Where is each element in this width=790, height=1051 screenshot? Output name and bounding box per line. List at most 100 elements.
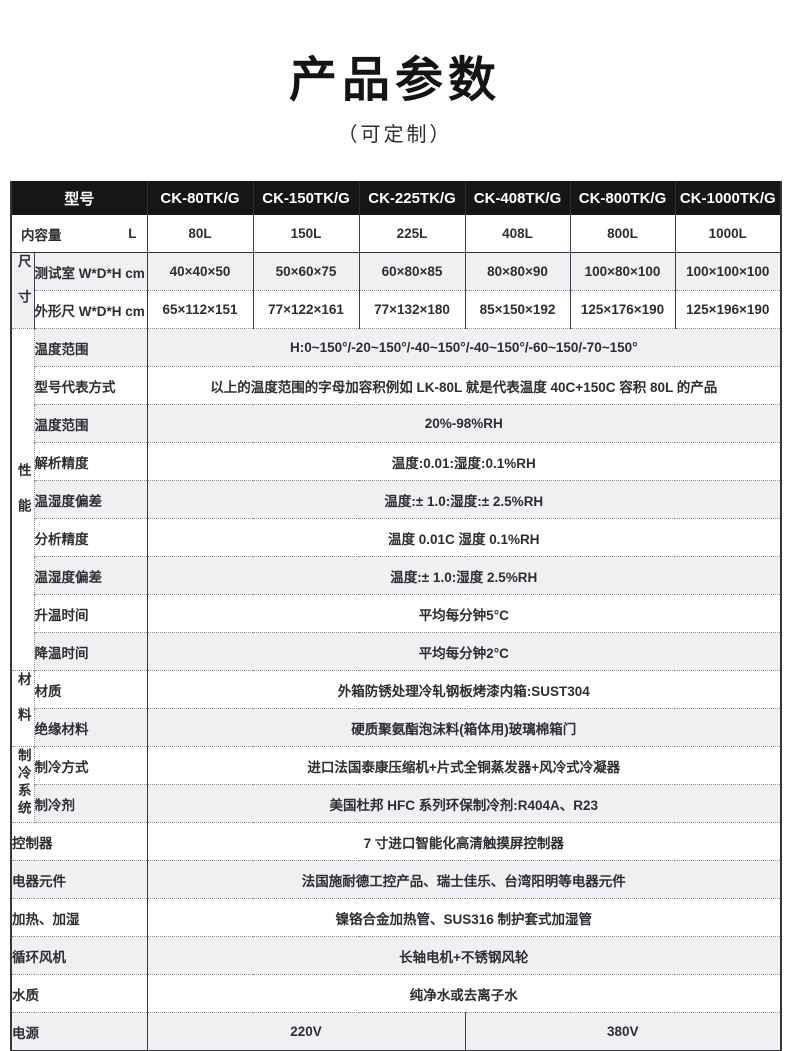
performance-row: 温湿度偏差 温度:± 1.0:湿度 2.5%RH xyxy=(11,556,782,595)
row-value: 7 寸进口智能化高清触摸屏控制器 xyxy=(146,822,782,861)
row-value: 硬质聚氨酯泡沫料(箱体用)玻璃棉箱门 xyxy=(146,708,782,747)
row-value: 温度 0.01C 湿度 0.1%RH xyxy=(146,518,782,557)
fan-row: 循环风机 长轴电机+不锈钢风轮 xyxy=(11,936,782,975)
row-label: 循环风机 xyxy=(11,936,148,975)
row-label: 温度范围 xyxy=(33,404,148,443)
row-label: 制冷剂 xyxy=(33,784,148,823)
row-label: 电器元件 xyxy=(11,860,148,899)
row-value: 温度:± 1.0:湿度 2.5%RH xyxy=(146,556,782,595)
performance-row: 性能 温度范围 H:0~150°/-20~150°/-40~150°/-40~1… xyxy=(11,328,782,671)
performance-row: 升温时间 平均每分钟5°C xyxy=(11,594,782,633)
performance-row: 降温时间 平均每分钟2°C xyxy=(11,632,782,671)
capacity-label: 内容量 xyxy=(21,227,62,243)
row-value: H:0~150°/-20~150°/-40~150°/-40~150°/-60~… xyxy=(146,328,782,367)
row-label: 型号代表方式 xyxy=(33,366,148,405)
capacity-value: 150L xyxy=(252,215,360,253)
group-label-performance: 性能 xyxy=(11,328,34,671)
dimension-value: 60×80×85 xyxy=(358,252,466,291)
row-value: 温度:± 1.0:湿度:± 2.5%RH xyxy=(146,480,782,519)
group-label-cooling: 制冷系统 xyxy=(11,746,34,823)
group-label-materials: 材料 xyxy=(11,670,34,747)
model-header: CK-225TK/G xyxy=(358,181,466,215)
performance-row: 型号代表方式 以上的温度范围的字母加容积例如 LK-80L 就是代表温度 40C… xyxy=(11,366,782,405)
row-label: 材质 xyxy=(33,670,148,709)
cooling-row: 制冷系统 制冷方式 进口法国泰康压缩机+片式全铜蒸发器+风冷式冷凝器 xyxy=(11,746,782,823)
row-value: 平均每分钟5°C xyxy=(146,594,782,633)
dimension-value: 77×132×180 xyxy=(358,290,466,329)
row-value: 长轴电机+不锈钢风轮 xyxy=(146,936,782,975)
dimension-value: 125×176×190 xyxy=(569,290,676,329)
power-row: 电源 220V 380V xyxy=(11,1012,782,1051)
dimension-value: 100×100×100 xyxy=(674,252,782,291)
row-value: 平均每分钟2°C xyxy=(146,632,782,671)
row-value: 进口法国泰康压缩机+片式全铜蒸发器+风冷式冷凝器 xyxy=(146,746,782,785)
row-value: 纯净水或去离子水 xyxy=(146,974,782,1013)
row-value: 20%-98%RH xyxy=(146,404,782,443)
row-label: 分析精度 xyxy=(33,518,148,557)
group-label-dimensions: 尺寸 xyxy=(11,252,34,329)
model-header: CK-408TK/G xyxy=(464,181,571,215)
row-label: 温湿度偏差 xyxy=(33,556,148,595)
dimensions-row: 尺寸 测试室 W*D*H cm 40×40×50 50×60×75 60×80×… xyxy=(11,252,782,329)
dimension-value: 125×196×190 xyxy=(674,290,782,329)
dimension-value: 65×112×151 xyxy=(146,290,254,329)
row-label: 升温时间 xyxy=(33,594,148,633)
page-title: 产品参数 xyxy=(288,54,501,107)
row-value: 温度:0.01:湿度:0.1%RH xyxy=(146,442,782,481)
performance-row: 解析精度 温度:0.01:湿度:0.1%RH xyxy=(11,442,782,481)
row-value: 以上的温度范围的字母加容积例如 LK-80L 就是代表温度 40C+150C 容… xyxy=(146,366,782,405)
heating-row: 加热、加湿 镍铬合金加热管、SUS316 制护套式加湿管 xyxy=(11,898,782,937)
dimension-value: 85×150×192 xyxy=(464,290,571,329)
row-label: 测试室 W*D*H cm xyxy=(33,252,148,291)
capacity-value: 800L xyxy=(569,215,676,253)
row-value: 外箱防锈处理冷轧钢板烤漆内箱:SUST304 xyxy=(146,670,782,709)
row-label: 控制器 xyxy=(11,822,148,861)
controller-row: 控制器 7 寸进口智能化高清触摸屏控制器 xyxy=(11,822,782,861)
row-label: 温度范围 xyxy=(33,328,148,367)
power-value: 220V xyxy=(146,1012,466,1051)
capacity-value: 80L xyxy=(146,215,254,253)
dimension-value: 40×40×50 xyxy=(146,252,254,291)
performance-row: 温湿度偏差 温度:± 1.0:湿度:± 2.5%RH xyxy=(11,480,782,519)
table-header-row: 型号 CK-80TK/G CK-150TK/G CK-225TK/G CK-40… xyxy=(11,181,782,215)
performance-row: 分析精度 温度 0.01C 湿度 0.1%RH xyxy=(11,518,782,557)
power-value: 380V xyxy=(464,1012,782,1051)
cooling-row: 制冷剂 美国杜邦 HFC 系列环保制冷剂:R404A、R23 xyxy=(11,784,782,823)
page-subtitle: （可定制） xyxy=(337,124,453,146)
row-value: 美国杜邦 HFC 系列环保制冷剂:R404A、R23 xyxy=(146,784,782,823)
capacity-unit: L xyxy=(128,226,137,241)
row-value: 镍铬合金加热管、SUS316 制护套式加湿管 xyxy=(146,898,782,937)
row-label: 绝缘材料 xyxy=(33,708,148,747)
materials-row: 材料 材质 外箱防锈处理冷轧钢板烤漆内箱:SUST304 xyxy=(11,670,782,747)
materials-row: 绝缘材料 硬质聚氨酯泡沫料(箱体用)玻璃棉箱门 xyxy=(11,708,782,747)
row-value: 法国施耐德工控产品、瑞士佳乐、台湾阳明等电器元件 xyxy=(146,860,782,899)
model-header: CK-800TK/G xyxy=(569,181,676,215)
capacity-label-cell: 内容量 L xyxy=(11,215,148,253)
performance-row: 温度范围 20%-98%RH xyxy=(11,404,782,443)
row-label: 降温时间 xyxy=(33,632,148,671)
dimensions-row: 外形尺 W*D*H cm 65×112×151 77×122×161 77×13… xyxy=(11,290,782,329)
row-label: 电源 xyxy=(11,1012,148,1051)
row-label: 制冷方式 xyxy=(33,746,148,785)
row-label: 温湿度偏差 xyxy=(33,480,148,519)
capacity-row: 内容量 L 80L 150L 225L 408L 800L 1000L xyxy=(11,215,782,253)
electrical-row: 电器元件 法国施耐德工控产品、瑞士佳乐、台湾阳明等电器元件 xyxy=(11,860,782,899)
spec-table: 型号 CK-80TK/G CK-150TK/G CK-225TK/G CK-40… xyxy=(10,181,783,1051)
model-header: CK-150TK/G xyxy=(252,181,360,215)
row-label: 水质 xyxy=(11,974,148,1013)
capacity-value: 1000L xyxy=(674,215,782,253)
row-label: 解析精度 xyxy=(33,442,148,481)
model-header: CK-1000TK/G xyxy=(674,181,782,215)
dimension-value: 80×80×90 xyxy=(464,252,571,291)
dimension-value: 100×80×100 xyxy=(569,252,676,291)
water-row: 水质 纯净水或去离子水 xyxy=(11,974,782,1013)
row-label: 外形尺 W*D*H cm xyxy=(33,290,148,329)
row-label: 加热、加湿 xyxy=(11,898,148,937)
dimension-value: 77×122×161 xyxy=(252,290,360,329)
dimension-value: 50×60×75 xyxy=(252,252,360,291)
capacity-value: 408L xyxy=(464,215,571,253)
header-model-label: 型号 xyxy=(11,181,148,215)
model-header: CK-80TK/G xyxy=(146,181,254,215)
capacity-value: 225L xyxy=(358,215,466,253)
